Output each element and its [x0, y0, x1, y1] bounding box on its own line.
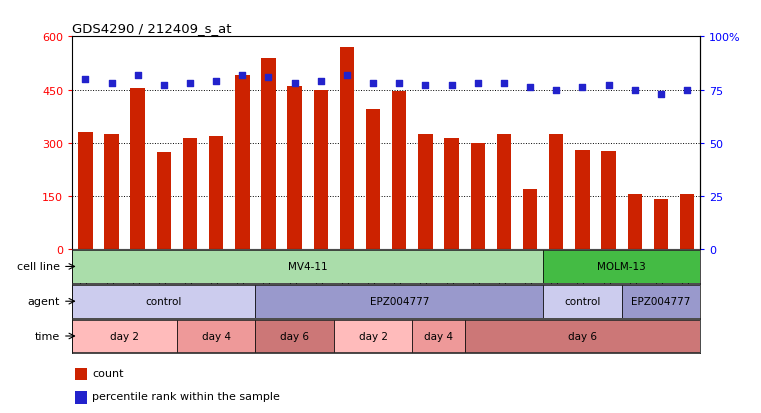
Text: GDS4290 / 212409_s_at: GDS4290 / 212409_s_at — [72, 21, 232, 35]
Point — [550, 87, 562, 94]
Bar — [497, 135, 511, 250]
Bar — [256, 320, 334, 352]
Bar — [601, 151, 616, 250]
Bar — [465, 320, 700, 352]
Point — [288, 81, 301, 87]
Point — [367, 81, 379, 87]
Bar — [157, 152, 171, 250]
Bar — [412, 320, 465, 352]
Point — [393, 81, 406, 87]
Bar — [680, 195, 694, 250]
Bar — [75, 392, 87, 404]
Bar — [628, 195, 642, 250]
Bar — [78, 133, 93, 250]
Bar — [75, 368, 87, 380]
Text: EPZ004777: EPZ004777 — [631, 297, 690, 306]
Text: day 6: day 6 — [568, 331, 597, 341]
Text: MV4-11: MV4-11 — [288, 262, 327, 272]
Bar — [575, 151, 590, 250]
Bar — [177, 320, 256, 352]
Point — [236, 72, 248, 79]
Point — [263, 74, 275, 81]
Bar — [366, 110, 380, 250]
Bar — [72, 320, 177, 352]
Text: count: count — [92, 368, 124, 378]
Bar — [72, 251, 543, 283]
Bar — [334, 320, 412, 352]
Point — [158, 83, 170, 89]
Text: agent: agent — [27, 297, 59, 306]
Text: day 4: day 4 — [424, 331, 453, 341]
Bar — [543, 251, 700, 283]
Bar — [339, 48, 354, 250]
Bar — [209, 136, 224, 250]
Text: cell line: cell line — [17, 262, 59, 272]
Point — [445, 83, 457, 89]
Point — [498, 81, 510, 87]
Bar — [314, 91, 328, 250]
Text: day 4: day 4 — [202, 331, 231, 341]
Bar — [654, 199, 668, 250]
Bar — [256, 285, 543, 318]
Bar — [543, 285, 622, 318]
Point — [524, 85, 537, 92]
Bar — [261, 59, 275, 250]
Point — [184, 81, 196, 87]
Text: day 2: day 2 — [358, 331, 387, 341]
Point — [629, 87, 641, 94]
Bar — [130, 88, 145, 250]
Bar — [104, 135, 119, 250]
Point — [315, 78, 327, 85]
Bar — [470, 144, 485, 250]
Bar — [72, 285, 256, 318]
Text: day 2: day 2 — [110, 331, 139, 341]
Bar — [288, 87, 302, 250]
Bar — [523, 190, 537, 250]
Text: time: time — [34, 331, 59, 341]
Bar — [622, 285, 700, 318]
Text: percentile rank within the sample: percentile rank within the sample — [92, 391, 280, 401]
Text: control: control — [564, 297, 600, 306]
Bar — [183, 138, 197, 250]
Bar — [419, 135, 433, 250]
Text: day 6: day 6 — [280, 331, 309, 341]
Point — [79, 76, 91, 83]
Point — [472, 81, 484, 87]
Point — [106, 81, 118, 87]
Text: EPZ004777: EPZ004777 — [370, 297, 429, 306]
Bar — [235, 76, 250, 250]
Point — [654, 91, 667, 98]
Bar — [549, 135, 563, 250]
Point — [132, 72, 144, 79]
Point — [576, 85, 588, 92]
Point — [341, 72, 353, 79]
Text: control: control — [145, 297, 182, 306]
Point — [419, 83, 431, 89]
Point — [210, 78, 222, 85]
Bar — [444, 138, 459, 250]
Bar — [392, 92, 406, 250]
Point — [681, 87, 693, 94]
Text: MOLM-13: MOLM-13 — [597, 262, 646, 272]
Point — [603, 83, 615, 89]
